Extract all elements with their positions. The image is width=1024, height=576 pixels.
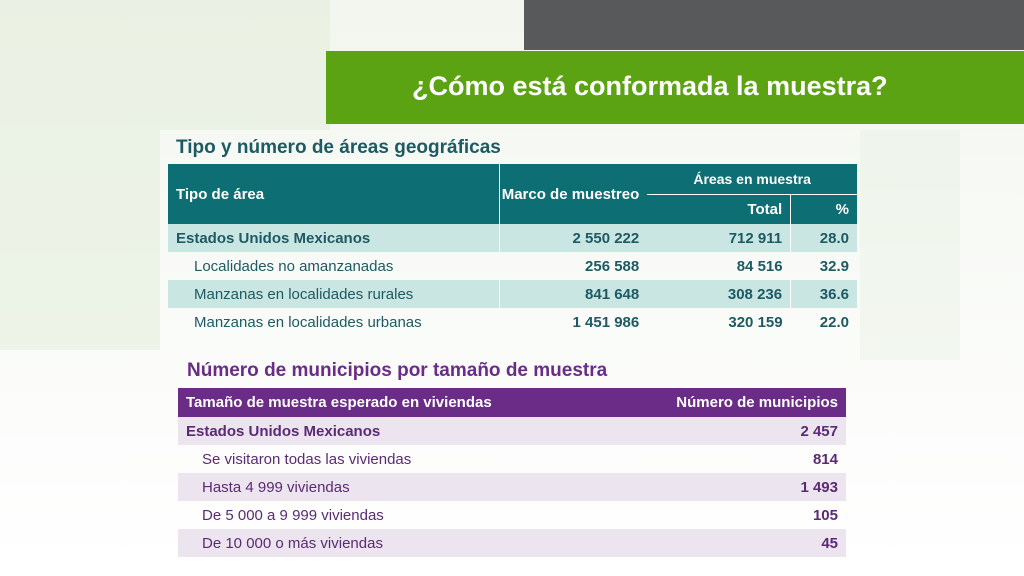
row-value: 1 493	[608, 473, 846, 501]
row-total: 84 516	[736, 257, 783, 275]
column-header-numero: Número de municipios	[608, 388, 846, 417]
table-row: Manzanas en localidades rurales 841 648 …	[168, 280, 857, 308]
row-value: 2 457	[608, 417, 846, 445]
areas-table: Tipo de área Marco de muestreo Áreas en …	[168, 164, 857, 336]
row-name: Estados Unidos Mexicanos	[178, 417, 609, 445]
row-name: Manzanas en localidades urbanas	[194, 313, 422, 331]
row-value: 45	[608, 529, 846, 557]
row-pct: 22.0	[819, 313, 849, 331]
row-marco: 2 550 222	[499, 224, 648, 252]
row-name: Hasta 4 999 viviendas	[178, 473, 609, 501]
row-marco: 256 588	[585, 257, 640, 275]
row-name: De 10 000 o más viviendas	[178, 529, 609, 557]
page-title: ¿Cómo está conformada la muestra?	[412, 71, 888, 101]
section-title-municipios: Número de municipios por tamaño de muest…	[187, 360, 608, 381]
row-value: 814	[812, 450, 838, 468]
municipios-table: Tamaño de muestra esperado en viviendas …	[178, 388, 846, 557]
table-row: Se visitaron todas las viviendas 814	[178, 445, 846, 473]
background-block	[860, 130, 960, 360]
background-block	[0, 0, 330, 130]
row-total: 320 159	[728, 313, 783, 331]
title-bar: ¿Cómo está conformada la muestra?	[326, 51, 1024, 124]
background-block	[0, 130, 160, 350]
section-title-areas: Tipo y número de áreas geográficas	[176, 137, 501, 158]
row-marco: 1 451 986	[572, 313, 640, 331]
column-header-total: Total	[647, 194, 791, 224]
column-header-tipo: Tipo de área	[168, 164, 500, 224]
row-pct: 36.6	[790, 280, 857, 308]
column-header-pct: %	[790, 194, 857, 224]
row-total: 308 236	[647, 280, 791, 308]
table-row: De 10 000 o más viviendas 45	[178, 529, 846, 557]
row-name: Localidades no amanzanadas	[194, 257, 394, 275]
row-marco: 841 648	[499, 280, 648, 308]
table-row: De 5 000 a 9 999 viviendas 105	[178, 501, 846, 529]
row-name: Estados Unidos Mexicanos	[168, 224, 500, 252]
row-pct: 32.9	[819, 257, 849, 275]
column-header-tamano: Tamaño de muestra esperado en viviendas	[178, 388, 609, 417]
table-row: Estados Unidos Mexicanos 2 550 222 712 9…	[168, 224, 857, 252]
row-value: 105	[812, 506, 838, 524]
column-header-marco: Marco de muestreo	[499, 164, 648, 224]
row-name: De 5 000 a 9 999 viviendas	[202, 506, 384, 524]
row-pct: 28.0	[790, 224, 857, 252]
row-total: 712 911	[647, 224, 791, 252]
table-row: Manzanas en localidades urbanas 1 451 98…	[168, 308, 857, 336]
table-row: Localidades no amanzanadas 256 588 84 51…	[168, 252, 857, 280]
table-row: Hasta 4 999 viviendas 1 493	[178, 473, 846, 501]
header-dark-bar	[524, 0, 1024, 50]
row-name: Se visitaron todas las viviendas	[202, 450, 412, 468]
table-row: Estados Unidos Mexicanos 2 457	[178, 417, 846, 445]
row-name: Manzanas en localidades rurales	[168, 280, 500, 308]
column-header-areas: Áreas en muestra	[647, 164, 857, 195]
